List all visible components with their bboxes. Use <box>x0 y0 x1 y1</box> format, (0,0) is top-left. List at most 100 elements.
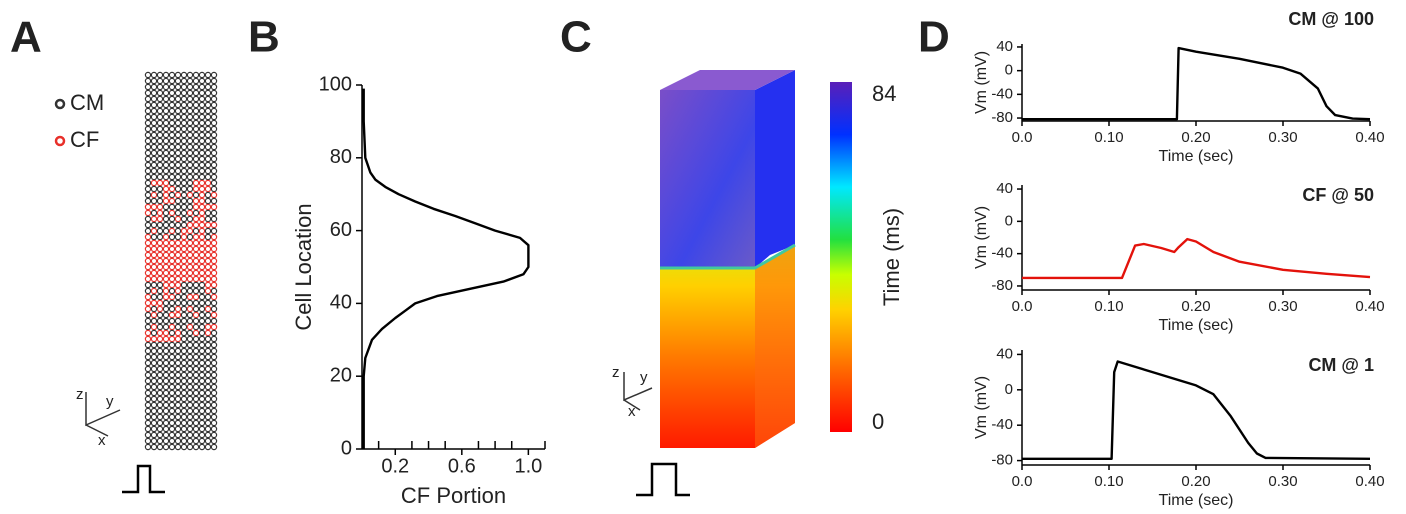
cell <box>168 113 176 121</box>
cell <box>210 119 218 127</box>
cell <box>186 317 194 325</box>
cell <box>168 149 176 157</box>
cell <box>162 407 170 415</box>
cell <box>150 185 158 193</box>
cell <box>198 281 206 289</box>
cell <box>192 137 200 145</box>
y-tick-label: -40 <box>991 416 1013 433</box>
cell <box>180 167 188 175</box>
cell <box>210 329 218 337</box>
cell <box>156 209 164 217</box>
cell <box>162 335 170 343</box>
cell <box>186 311 194 319</box>
cell <box>186 179 194 187</box>
cell <box>156 245 164 253</box>
cell <box>150 287 158 295</box>
cell <box>192 281 200 289</box>
cell <box>156 239 164 247</box>
cell <box>204 191 212 199</box>
cell <box>150 143 158 151</box>
cell <box>180 437 188 445</box>
cell <box>210 197 218 205</box>
cell <box>162 179 170 187</box>
cell <box>168 251 176 259</box>
cell <box>192 371 200 379</box>
cell <box>192 311 200 319</box>
cell <box>186 227 194 235</box>
cell <box>204 353 212 361</box>
cell <box>174 437 182 445</box>
cell <box>150 365 158 373</box>
cell <box>204 185 212 193</box>
cell <box>162 101 170 109</box>
y-tick-label: 60 <box>330 219 352 241</box>
cell <box>144 83 152 91</box>
cell <box>162 401 170 409</box>
cell <box>204 167 212 175</box>
cell <box>156 143 164 151</box>
cell <box>186 269 194 277</box>
cell <box>204 221 212 229</box>
cell <box>180 287 188 295</box>
cell <box>210 83 218 91</box>
cell <box>192 173 200 181</box>
cell <box>144 311 152 319</box>
cell <box>186 71 194 79</box>
cell <box>204 203 212 211</box>
cell <box>156 365 164 373</box>
cell <box>186 359 194 367</box>
x-tick-label: 0.10 <box>1094 298 1123 315</box>
cell <box>168 305 176 313</box>
cell <box>186 215 194 223</box>
cell <box>144 419 152 427</box>
cell <box>168 179 176 187</box>
cell <box>168 83 176 91</box>
cell <box>204 215 212 223</box>
cell <box>180 119 188 127</box>
cell <box>210 413 218 421</box>
cell <box>192 113 200 121</box>
cell <box>168 359 176 367</box>
cell <box>210 77 218 85</box>
cell <box>144 401 152 409</box>
cell <box>198 269 206 277</box>
cell <box>210 299 218 307</box>
cell <box>162 311 170 319</box>
y-tick-label: -40 <box>991 85 1013 102</box>
cell <box>192 77 200 85</box>
cell <box>180 185 188 193</box>
cell <box>204 227 212 235</box>
legend-label: CF <box>70 127 99 152</box>
cell <box>174 203 182 211</box>
cell <box>174 95 182 103</box>
cell <box>168 131 176 139</box>
cell <box>210 389 218 397</box>
cell <box>174 143 182 151</box>
cell <box>192 95 200 103</box>
cell <box>198 179 206 187</box>
cell <box>162 215 170 223</box>
cell <box>204 311 212 319</box>
cell <box>150 299 158 307</box>
cell <box>186 341 194 349</box>
cell <box>162 347 170 355</box>
cell <box>150 209 158 217</box>
cell <box>210 275 218 283</box>
cell <box>180 221 188 229</box>
cell <box>210 365 218 373</box>
x-tick-label: 0.30 <box>1268 129 1297 146</box>
cell <box>198 131 206 139</box>
cell <box>168 353 176 361</box>
cell <box>150 293 158 301</box>
cell <box>198 203 206 211</box>
y-tick-label: -40 <box>991 245 1013 262</box>
cell <box>168 173 176 181</box>
x-axis-label: Time (sec) <box>1159 317 1234 334</box>
cell <box>204 239 212 247</box>
cell <box>186 305 194 313</box>
cell <box>198 167 206 175</box>
cell <box>150 215 158 223</box>
cell <box>156 371 164 379</box>
cell <box>180 275 188 283</box>
cell <box>156 317 164 325</box>
